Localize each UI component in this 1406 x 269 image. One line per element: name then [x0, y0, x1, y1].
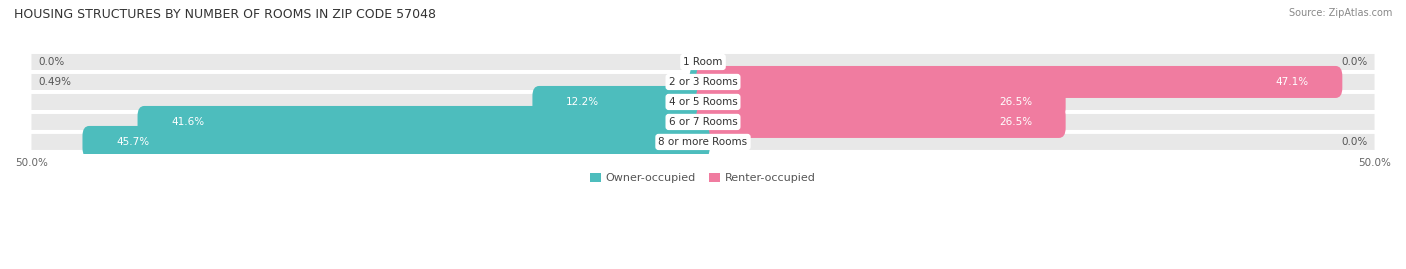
FancyBboxPatch shape	[31, 94, 1375, 110]
Text: 8 or more Rooms: 8 or more Rooms	[658, 137, 748, 147]
Text: 12.2%: 12.2%	[567, 97, 599, 107]
Text: 0.49%: 0.49%	[38, 77, 72, 87]
Text: 41.6%: 41.6%	[172, 117, 204, 127]
Text: 6 or 7 Rooms: 6 or 7 Rooms	[669, 117, 737, 127]
FancyBboxPatch shape	[83, 126, 710, 158]
FancyBboxPatch shape	[31, 54, 1375, 70]
FancyBboxPatch shape	[31, 114, 1375, 130]
Text: 0.0%: 0.0%	[1341, 57, 1368, 67]
FancyBboxPatch shape	[696, 86, 1066, 118]
Text: 26.5%: 26.5%	[998, 117, 1032, 127]
Text: 4 or 5 Rooms: 4 or 5 Rooms	[669, 97, 737, 107]
Text: 45.7%: 45.7%	[117, 137, 149, 147]
Text: 26.5%: 26.5%	[998, 97, 1032, 107]
Text: 0.0%: 0.0%	[1341, 137, 1368, 147]
Text: 47.1%: 47.1%	[1275, 77, 1309, 87]
Legend: Owner-occupied, Renter-occupied: Owner-occupied, Renter-occupied	[586, 169, 820, 188]
FancyBboxPatch shape	[690, 66, 710, 98]
FancyBboxPatch shape	[31, 134, 1375, 150]
Text: 0.0%: 0.0%	[38, 57, 65, 67]
Text: 1 Room: 1 Room	[683, 57, 723, 67]
FancyBboxPatch shape	[31, 74, 1375, 90]
FancyBboxPatch shape	[533, 86, 710, 118]
FancyBboxPatch shape	[138, 106, 710, 138]
Text: 2 or 3 Rooms: 2 or 3 Rooms	[669, 77, 737, 87]
FancyBboxPatch shape	[696, 66, 1343, 98]
Text: HOUSING STRUCTURES BY NUMBER OF ROOMS IN ZIP CODE 57048: HOUSING STRUCTURES BY NUMBER OF ROOMS IN…	[14, 8, 436, 21]
Text: Source: ZipAtlas.com: Source: ZipAtlas.com	[1288, 8, 1392, 18]
FancyBboxPatch shape	[696, 106, 1066, 138]
